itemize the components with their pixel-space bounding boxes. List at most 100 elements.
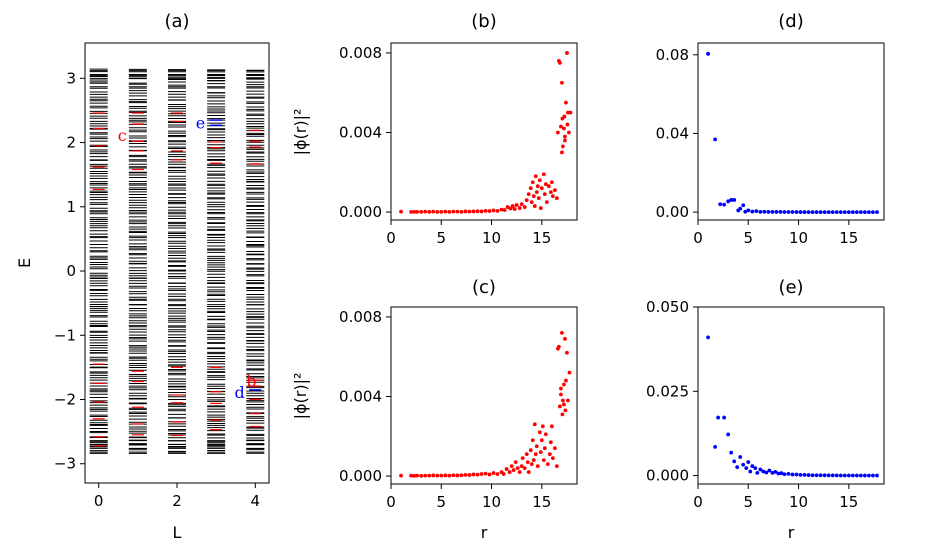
data-point-e-37 — [834, 473, 839, 478]
data-point-e-7 — [735, 465, 740, 470]
data-point-e-29 — [802, 472, 807, 477]
data-point-d-16 — [766, 210, 771, 214]
data-point-b-25 — [502, 208, 507, 212]
data-point-c-44 — [533, 452, 538, 457]
data-point-b-69 — [565, 51, 569, 55]
data-point-b-30 — [514, 203, 519, 207]
panel-a-spectrum: (a) c e bd 0 2 4 −3 −2 −1 0 1 2 3 L E — [15, 11, 270, 542]
data-point-c-63 — [558, 404, 562, 409]
data-point-d-37 — [850, 210, 855, 215]
data-point-e-23 — [779, 471, 784, 476]
data-point-c-43 — [532, 422, 537, 427]
panel-d-points — [706, 51, 879, 215]
data-point-c-12 — [451, 473, 456, 478]
x-tick-label-e-1: 5 — [743, 493, 753, 511]
data-point-c-73 — [566, 398, 570, 403]
data-point-e-32 — [814, 473, 819, 478]
data-point-c-76 — [559, 386, 563, 391]
data-point-b-55 — [550, 194, 555, 199]
x-tick-label-c-1: 5 — [436, 493, 446, 511]
data-point-c-2 — [412, 473, 417, 478]
data-point-d-18 — [774, 210, 779, 214]
data-point-e-12 — [748, 469, 753, 474]
y-tick-label-e-1: 0.025 — [646, 382, 689, 400]
y-tick-label-c-0: 0.000 — [339, 467, 382, 485]
data-point-d-35 — [842, 210, 847, 215]
data-point-e-5 — [729, 450, 734, 455]
data-point-b-20 — [483, 208, 488, 213]
data-point-c-42 — [531, 458, 536, 463]
x-tick-label-b-2: 10 — [482, 229, 501, 247]
panel-b-title: (b) — [471, 11, 496, 32]
panel-e-scatter: (e) 0 5 10 15 0.000 0.025 0.050 r — [646, 277, 885, 542]
x-tick-label-d-2: 10 — [789, 229, 808, 247]
data-point-e-39 — [842, 473, 847, 478]
data-point-d-6 — [732, 198, 737, 202]
panel-b-scatter: (b) 0 5 10 15 0.000 0.004 0.008 |ϕ(r)|² — [291, 11, 578, 247]
data-point-b-7 — [431, 209, 436, 214]
data-point-d-10 — [743, 209, 748, 214]
data-point-b-10 — [443, 209, 448, 214]
data-point-c-37 — [525, 460, 530, 465]
data-point-b-61 — [559, 124, 563, 129]
data-point-c-67 — [561, 398, 565, 403]
data-point-e-42 — [854, 473, 859, 478]
data-point-b-42 — [534, 190, 539, 195]
data-point-e-22 — [776, 471, 781, 476]
data-point-e-2 — [716, 415, 721, 420]
data-point-b-41 — [533, 174, 538, 179]
data-point-e-30 — [806, 473, 811, 477]
data-point-e-6 — [732, 459, 737, 464]
data-point-e-47 — [875, 473, 879, 478]
x-tick-label-d-1: 5 — [743, 229, 753, 247]
data-point-b-28 — [510, 204, 515, 208]
data-point-e-21 — [773, 469, 778, 474]
data-point-c-69 — [563, 336, 567, 341]
data-point-d-13 — [754, 209, 759, 214]
data-point-d-30 — [822, 210, 827, 215]
panel-b-ticks: 0 5 10 15 0.000 0.004 0.008 — [339, 44, 551, 247]
data-point-c-48 — [538, 450, 543, 455]
data-point-c-20 — [483, 471, 488, 476]
y-tick-label-e-2: 0.050 — [646, 298, 689, 316]
data-point-c-1 — [409, 473, 414, 478]
x-tick-label-d-3: 15 — [839, 229, 858, 247]
data-point-c-9 — [439, 473, 444, 478]
data-point-e-19 — [767, 468, 772, 473]
data-point-d-31 — [826, 210, 831, 215]
data-point-c-59 — [552, 446, 557, 451]
data-point-b-44 — [536, 196, 541, 201]
state-label-c: c — [118, 126, 127, 145]
data-point-d-2 — [718, 202, 723, 207]
data-point-b-73 — [568, 110, 573, 115]
data-point-e-4 — [726, 432, 731, 437]
data-point-b-34 — [524, 198, 529, 203]
data-point-c-68 — [562, 382, 566, 387]
data-point-e-13 — [750, 464, 755, 469]
data-point-b-68 — [564, 100, 568, 105]
panel-c-frame — [390, 306, 578, 485]
data-point-d-23 — [794, 210, 799, 214]
data-point-c-62 — [557, 344, 561, 349]
data-point-d-43 — [875, 210, 879, 215]
data-point-b-1 — [409, 209, 414, 214]
panel-b-frame — [390, 42, 578, 221]
data-point-c-41 — [530, 438, 535, 443]
panel-d-ticks: 0 5 10 15 0.00 0.04 0.08 — [656, 46, 859, 247]
data-point-d-4 — [726, 199, 731, 204]
data-point-d-8 — [738, 206, 743, 211]
data-point-e-35 — [826, 473, 831, 478]
data-point-c-64 — [559, 392, 563, 397]
data-point-c-50 — [540, 424, 545, 429]
data-point-b-17 — [471, 209, 476, 214]
data-point-b-67 — [563, 134, 567, 139]
panel-e-xlabel: r — [788, 523, 795, 542]
x-tick-label-c-0: 0 — [386, 493, 396, 511]
y-tick-label-b-2: 0.008 — [339, 44, 382, 62]
data-point-c-25 — [501, 472, 506, 476]
data-point-c-56 — [548, 440, 553, 445]
data-point-c-5 — [423, 473, 428, 478]
x-tick-label-e-0: 0 — [693, 493, 703, 511]
data-point-b-51 — [544, 200, 549, 205]
data-point-c-16 — [467, 473, 472, 477]
